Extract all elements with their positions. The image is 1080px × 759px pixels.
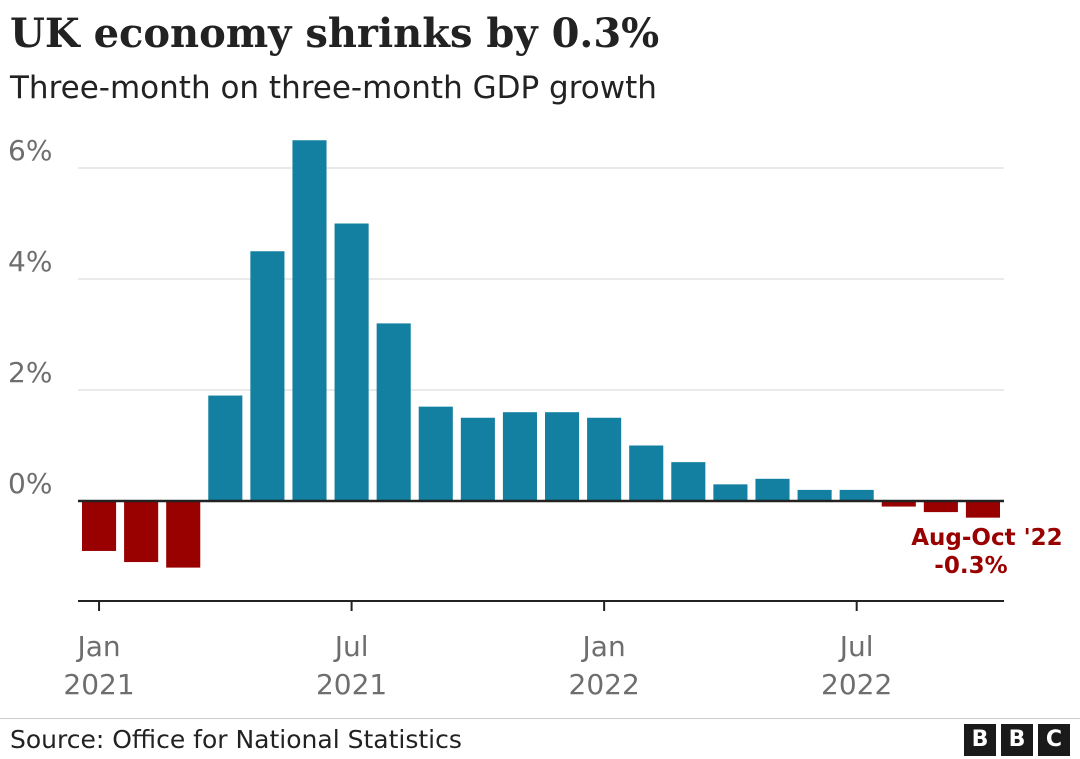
chart-subtitle: Three-month on three-month GDP growth	[10, 70, 657, 106]
bars	[82, 140, 1000, 568]
x-tick-label-month: Jan	[581, 630, 626, 663]
x-tick-label-year: 2022	[569, 668, 640, 701]
bar	[82, 501, 117, 551]
axes	[78, 499, 1004, 611]
bar	[713, 484, 748, 501]
bar	[839, 489, 874, 501]
x-tick-label-year: 2022	[821, 668, 892, 701]
y-tick-label: 4%	[8, 245, 52, 278]
x-tick-label-month: Jul	[838, 630, 874, 663]
annotation: Aug-Oct '22-0.3%	[911, 525, 1062, 579]
bar	[124, 501, 159, 563]
x-tick-label-year: 2021	[316, 668, 387, 701]
bar	[292, 140, 327, 501]
bar	[418, 406, 453, 501]
bar	[460, 417, 495, 501]
bar	[502, 412, 537, 501]
bar	[965, 501, 1000, 518]
gdp-growth-bar-chart: 0% 2% 4% 6% Jan 2021 Jul 2021 Jan 2022 Jul 2022 Aug…	[8, 134, 1063, 701]
bar	[208, 395, 243, 501]
annotation-value: -0.3%	[934, 553, 1007, 579]
bar	[671, 462, 706, 501]
footer-divider	[0, 718, 1080, 719]
x-tick-label-month: Jul	[333, 630, 369, 663]
bar	[755, 478, 790, 501]
bar	[881, 501, 916, 507]
bar	[587, 417, 622, 501]
logo-letter: C	[1038, 724, 1070, 756]
logo-letter: B	[964, 724, 996, 756]
bar	[376, 323, 411, 501]
annotation-label: Aug-Oct '22	[911, 525, 1062, 551]
gridlines	[78, 167, 1004, 391]
x-tick-label-month: Jan	[75, 630, 120, 663]
bar	[166, 501, 201, 568]
bar	[923, 501, 958, 513]
y-tick-label: 6%	[8, 134, 52, 167]
chart-title: UK economy shrinks by 0.3%	[10, 10, 660, 57]
bar	[250, 251, 285, 501]
bar	[334, 223, 369, 501]
source-note: Source: Office for National Statistics	[10, 725, 462, 754]
x-tick-label-year: 2021	[63, 668, 134, 701]
bar	[797, 489, 832, 501]
bbc-logo: B B C	[964, 724, 1070, 756]
y-tick-label: 0%	[8, 467, 52, 500]
y-tick-label: 2%	[8, 356, 52, 389]
bar	[545, 412, 580, 501]
tick-labels: 0% 2% 4% 6% Jan 2021 Jul 2021 Jan 2022 Jul 2022	[8, 134, 892, 701]
logo-letter: B	[1001, 724, 1033, 756]
bar	[629, 445, 664, 501]
